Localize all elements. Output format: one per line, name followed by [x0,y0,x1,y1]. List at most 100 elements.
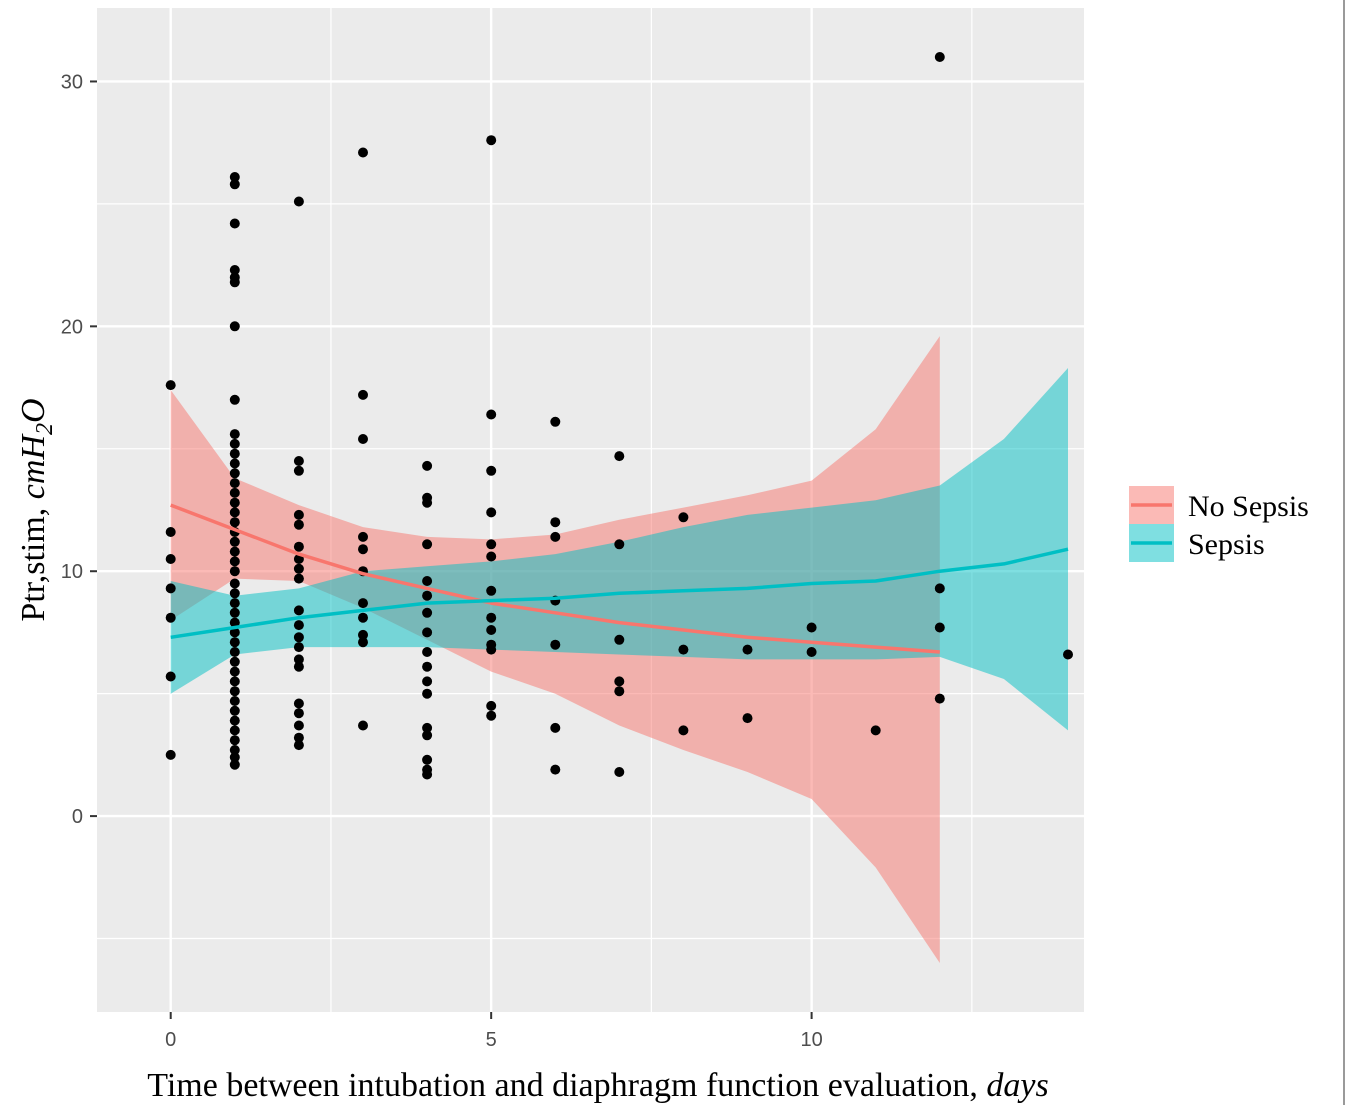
data-point [806,622,817,633]
data-point [165,671,176,682]
data-point [229,429,240,440]
data-point [293,456,304,466]
data-point [293,654,304,665]
data-point [229,394,240,405]
data-point [614,451,625,462]
data-point [422,769,433,780]
data-point [422,627,433,638]
data-point [229,588,240,599]
data-point [229,715,240,726]
data-point [229,507,240,518]
data-point [165,612,176,623]
axis-ticks [90,80,813,1019]
data-point [229,321,240,332]
data-point [422,647,433,657]
data-points [165,52,1073,780]
data-point [358,434,368,444]
y-tick-label: 20 [61,316,83,338]
data-point [358,637,368,648]
data-point [293,642,304,653]
data-point [422,661,433,672]
data-point [486,409,497,420]
data-point [293,573,304,584]
tick-labels: 0 5 10 0 10 20 30 [61,71,823,1051]
y-tick-label: 0 [72,806,83,828]
data-point [358,598,368,609]
data-point [229,617,240,628]
data-point [486,135,497,146]
y-tick-label: 10 [61,561,83,583]
data-point [293,196,304,207]
data-point [742,644,753,655]
x-axis-label: Time between intubation and diaphragm fu… [147,1067,978,1104]
x-tick-label: 10 [800,1029,822,1051]
data-point [678,725,689,736]
data-point [229,637,240,648]
data-point [293,519,304,530]
fit-line-sepsis [170,547,1069,640]
data-point [358,629,368,640]
data-point [229,696,240,706]
data-point [229,556,240,567]
data-point [806,647,817,657]
data-point [614,767,625,777]
data-point [422,688,433,699]
y-tick-label: 30 [61,71,83,93]
data-point [422,676,433,687]
data-point [486,612,497,623]
data-point [229,735,240,746]
data-point [422,576,433,586]
data-point [550,531,561,542]
data-point [486,507,497,518]
data-point [229,647,240,657]
data-point [293,720,304,731]
data-point [229,666,240,677]
data-point [293,620,304,631]
data-point [614,686,625,697]
data-point [229,627,240,638]
data-point [229,686,240,697]
data-point [934,693,945,704]
legend-label-no-sepsis: No Sepsis [1188,490,1309,523]
image-right-border [1343,0,1345,1105]
y-axis-unit-end: O [15,398,52,423]
data-point [229,468,240,479]
data-point [678,644,689,655]
data-point [229,458,240,469]
data-point [422,730,433,741]
data-point [934,52,945,62]
data-point [229,546,240,557]
y-axis-unit-subscript: 2 [32,423,58,435]
x-tick-label: 0 [165,1029,176,1051]
data-point [422,754,433,765]
data-point [229,265,240,275]
data-point [165,749,176,760]
data-point [486,465,497,476]
data-point [934,583,945,594]
data-point [550,639,561,650]
data-point [742,713,753,724]
data-point [229,448,240,459]
data-point [550,416,561,427]
data-point [229,759,240,770]
data-point [614,676,625,687]
data-point [422,460,433,471]
data-point [229,656,240,667]
data-point [486,700,497,711]
data-point [358,389,368,400]
data-point [358,612,368,623]
data-point [229,607,240,618]
data-point [229,745,240,755]
legend: No Sepsis Sepsis [1129,486,1309,562]
data-point [422,497,433,508]
data-point [229,705,240,716]
data-point [486,539,497,550]
data-point [229,487,240,498]
data-point [229,598,240,609]
data-point [870,725,881,736]
data-point [229,438,240,449]
y-axis-title: Ptr,stim, cmH2O [15,398,58,621]
data-point [229,497,240,508]
data-point [229,578,240,589]
